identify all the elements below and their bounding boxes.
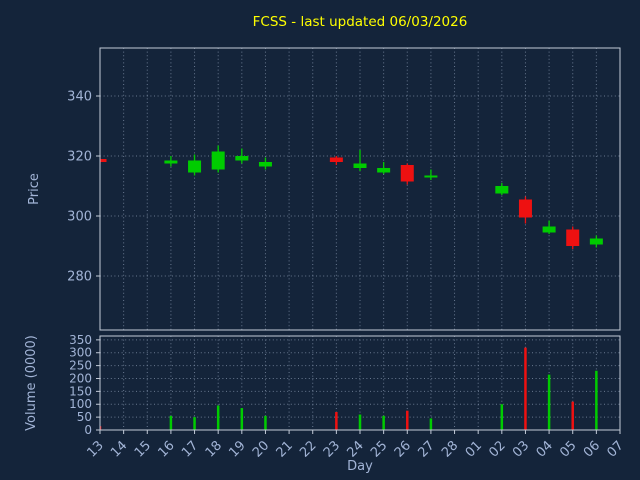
tick-label: 25 [368, 438, 390, 460]
candle-06 [589, 235, 603, 248]
tick-label: 06 [581, 438, 603, 460]
candle-02 [495, 183, 509, 195]
candle-24 [353, 150, 367, 171]
tick-label: 0 [84, 423, 92, 437]
tick-label: 100 [69, 397, 92, 411]
tick-label: 16 [155, 438, 177, 460]
tick-label: 150 [69, 384, 92, 398]
volume-axis-label: Volume (0000) [24, 335, 39, 431]
tick-label: 15 [132, 438, 154, 460]
tick-label: 24 [345, 438, 367, 460]
tick-label: 28 [439, 438, 461, 460]
axes-spines [99, 47, 621, 431]
volume-bars [100, 347, 598, 430]
candle-27 [424, 169, 438, 180]
tick-label: 26 [392, 438, 414, 460]
tick-label: 19 [226, 438, 248, 460]
candle-20 [258, 157, 272, 170]
tick-label: 280 [67, 270, 92, 285]
tick-label: 23 [321, 438, 343, 460]
tick-label: 17 [179, 438, 201, 460]
x-axis-label: Day [347, 459, 373, 474]
tick-label: 04 [534, 438, 556, 460]
tick-label: 350 [69, 333, 92, 347]
candle-05 [566, 226, 580, 249]
candle-23 [329, 156, 343, 165]
candle-18 [211, 145, 225, 173]
candle-19 [235, 148, 249, 164]
tick-label: 20 [250, 438, 272, 460]
tick-label: 300 [67, 210, 92, 225]
candle-16 [164, 156, 178, 167]
tick-label: 05 [557, 438, 579, 460]
tick-label: 21 [274, 438, 296, 460]
candle-26 [400, 163, 414, 185]
candle-17 [188, 154, 202, 176]
tick-label: 27 [415, 438, 437, 460]
tick-label: 07 [605, 438, 627, 460]
candle-13 [100, 157, 107, 164]
tick-label: 03 [510, 438, 532, 460]
candlesticks [100, 145, 603, 249]
price-axis-label: Price [27, 173, 42, 205]
tick-label: 320 [67, 150, 92, 165]
tick-label: 18 [203, 438, 225, 460]
tick-label: 200 [69, 371, 92, 385]
gridlines [99, 48, 621, 431]
axis-ticks [96, 95, 621, 434]
tick-label: 22 [297, 438, 319, 460]
candle-25 [377, 162, 391, 174]
tick-label: 14 [108, 438, 130, 460]
tick-label: 250 [69, 359, 92, 373]
tick-label: 340 [67, 90, 92, 105]
tick-label: 13 [85, 438, 107, 460]
chart-title: FCSS - last updated 06/03/2026 [253, 14, 468, 30]
candle-04 [542, 220, 556, 234]
tick-label: 02 [486, 438, 508, 460]
candle-03 [518, 196, 532, 224]
tick-label: 01 [463, 438, 485, 460]
tick-label: 50 [77, 410, 92, 424]
tick-label: 300 [69, 346, 92, 360]
